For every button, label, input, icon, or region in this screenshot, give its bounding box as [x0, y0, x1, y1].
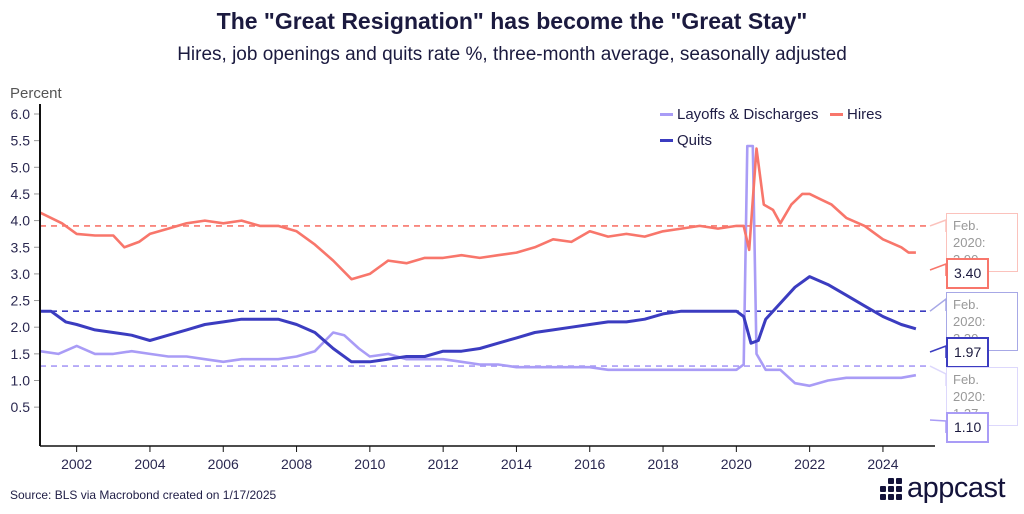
y-tick-label: 6.0 [11, 106, 31, 122]
x-tick-label: 2012 [428, 456, 459, 472]
x-tick-label: 2004 [134, 456, 165, 472]
y-tick-label: 1.0 [11, 373, 31, 389]
y-tick-label: 4.5 [11, 186, 31, 202]
x-tick-label: 2016 [574, 456, 605, 472]
chart-title: The "Great Resignation" has become the "… [216, 8, 808, 34]
y-tick-label: 3.0 [11, 266, 31, 282]
legend-swatch [660, 139, 673, 142]
hires-latest-annotation: 3.40 [946, 258, 990, 289]
legend-swatch [830, 113, 843, 116]
x-tick-label: 2022 [794, 456, 825, 472]
series-line-hires [39, 147, 916, 281]
legend-label: Hires [847, 106, 883, 123]
annotation-pointer [929, 365, 947, 386]
legend-item-quits: Quits [660, 132, 712, 149]
legend-item-layoffs: Layoffs & Discharges [660, 106, 818, 123]
source-note: Source: BLS via Macrobond created on 1/1… [10, 488, 277, 502]
x-tick-label: 2018 [647, 456, 678, 472]
annotation-pointer [929, 419, 947, 433]
y-tick-label: 0.5 [11, 399, 31, 415]
legend-swatch [660, 113, 673, 116]
y-tick-label: 5.0 [11, 159, 31, 175]
appcast-logo: appcast [880, 472, 1006, 504]
series-line-quits [40, 275, 917, 364]
annotation-pointer [929, 262, 947, 276]
x-tick-label: 2024 [867, 456, 898, 472]
y-tick-label: 3.5 [11, 239, 31, 255]
logo-mark-icon [880, 477, 902, 500]
x-tick-label: 2008 [281, 456, 312, 472]
y-tick-label: 1.5 [11, 346, 31, 362]
annotation-pointer [929, 344, 947, 358]
legend-label: Layoffs & Discharges [677, 106, 819, 123]
y-tick-label: 2.5 [11, 293, 31, 309]
annotation-pointer [929, 297, 947, 312]
legend-label: Quits [677, 132, 713, 149]
series-line-layoffs-discharges [39, 144, 917, 388]
annotation-pointer [929, 218, 947, 232]
x-tick-label: 2020 [721, 456, 752, 472]
layoffs-latest-annotation: 1.10 [946, 412, 990, 443]
legend-item-hires: Hires [830, 106, 882, 123]
y-tick-label: 4.0 [11, 213, 31, 229]
x-tick-label: 2014 [501, 456, 532, 472]
y-axis-label: Percent [10, 85, 63, 102]
quits-latest-annotation: 1.97 [946, 337, 990, 368]
y-tick-label: 5.5 [11, 133, 31, 149]
x-tick-label: 2010 [354, 456, 385, 472]
y-tick-label: 2.0 [11, 319, 31, 335]
x-tick-label: 2006 [208, 456, 239, 472]
chart-subtitle: Hires, job openings and quits rate %, th… [177, 44, 847, 65]
logo-text: appcast [907, 472, 1006, 504]
x-tick-label: 2002 [61, 456, 92, 472]
